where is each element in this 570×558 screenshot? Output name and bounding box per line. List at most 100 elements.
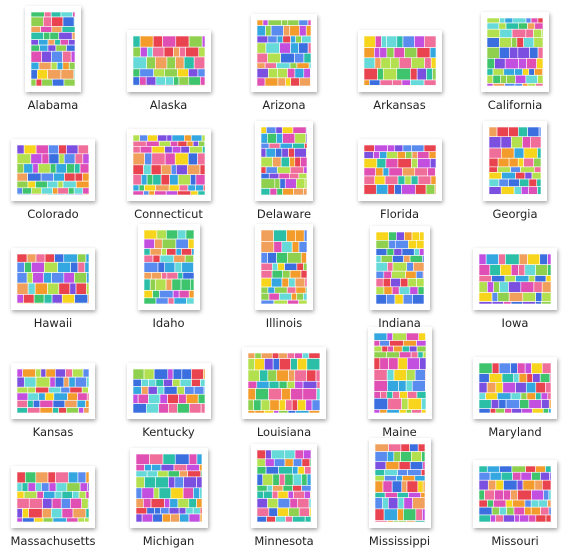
state-tile[interactable]: Massachusetts: [0, 442, 110, 551]
state-tile[interactable]: Colorado: [0, 115, 110, 224]
state-map: [247, 352, 321, 414]
county: [187, 152, 198, 166]
county: [387, 240, 396, 249]
county: [530, 499, 540, 508]
county: [87, 498, 90, 509]
county: [132, 164, 144, 176]
county: [505, 399, 520, 409]
county: [23, 294, 35, 304]
county: [387, 443, 401, 452]
county: [86, 302, 90, 305]
county: [82, 193, 90, 196]
county: [535, 292, 543, 302]
county: [256, 490, 264, 499]
state-tile[interactable]: Arizona: [227, 6, 341, 115]
state-tile[interactable]: Florida: [343, 115, 457, 224]
county: [304, 277, 308, 288]
state-tile[interactable]: Maryland: [458, 333, 570, 442]
state-label: Idaho: [152, 316, 185, 330]
county: [47, 471, 56, 484]
county: [87, 482, 90, 492]
state-tile[interactable]: California: [458, 6, 570, 115]
state-tile[interactable]: Idaho: [112, 224, 226, 333]
county: [417, 443, 425, 452]
state-tile[interactable]: Maine: [343, 327, 457, 442]
county: [81, 498, 89, 509]
county: [141, 487, 154, 500]
state-tile[interactable]: Alabama: [0, 6, 110, 115]
county: [522, 68, 530, 76]
county: [186, 140, 193, 147]
county: [493, 499, 507, 508]
state-tile[interactable]: Michigan: [112, 442, 226, 551]
county: [186, 470, 201, 478]
county: [23, 144, 37, 155]
state-tile[interactable]: Illinois: [227, 224, 341, 333]
county: [528, 514, 537, 523]
county: [503, 479, 518, 491]
county: [386, 397, 402, 410]
county: [478, 373, 490, 383]
state-tile[interactable]: Hawaii: [0, 224, 110, 333]
state-tile[interactable]: Minnesota: [227, 442, 341, 551]
state-tile[interactable]: Indiana: [343, 224, 457, 333]
county: [146, 134, 158, 142]
county: [189, 174, 196, 186]
state-tile[interactable]: Kentucky: [112, 333, 226, 442]
county: [277, 68, 288, 79]
state-tile[interactable]: Missouri: [458, 442, 570, 551]
county: [549, 471, 552, 481]
state-tile[interactable]: Arkansas: [343, 6, 457, 115]
county: [185, 297, 194, 305]
state-map: [132, 368, 205, 414]
county: [286, 286, 297, 294]
county: [147, 393, 160, 404]
county: [48, 386, 62, 394]
state-tile[interactable]: Iowa: [458, 224, 570, 333]
county: [499, 17, 506, 24]
county: [150, 464, 161, 472]
state-tile[interactable]: Kansas: [0, 333, 110, 442]
county: [386, 144, 395, 153]
county: [403, 497, 413, 510]
county: [150, 272, 162, 280]
county: [58, 144, 67, 155]
thumbnail: [126, 129, 211, 201]
county: [63, 153, 76, 165]
county: [132, 146, 141, 154]
county: [61, 491, 73, 499]
county: [310, 68, 312, 79]
county: [260, 142, 270, 149]
county: [417, 286, 424, 295]
state-tile[interactable]: Louisiana: [227, 333, 341, 442]
county: [308, 498, 312, 509]
state-tile[interactable]: Connecticut: [112, 115, 226, 224]
county: [488, 178, 500, 187]
county: [256, 52, 268, 64]
county: [517, 157, 524, 168]
county: [292, 516, 306, 523]
county: [374, 443, 389, 452]
county: [547, 253, 552, 265]
county: [496, 126, 509, 138]
county: [425, 68, 433, 81]
county: [166, 56, 176, 70]
county: [294, 277, 306, 288]
county: [259, 369, 269, 382]
county: [52, 407, 60, 414]
county: [73, 16, 76, 27]
state-tile[interactable]: Alaska: [112, 6, 226, 115]
county: [53, 172, 65, 182]
county: [363, 47, 375, 59]
county: [29, 302, 44, 305]
county: [489, 471, 502, 481]
state-tile[interactable]: Mississippi: [343, 438, 457, 551]
county: [430, 175, 436, 185]
state-tile[interactable]: Georgia: [458, 115, 570, 224]
county: [160, 248, 167, 256]
county: [192, 487, 200, 500]
county: [142, 190, 149, 196]
county: [269, 399, 280, 411]
county: [16, 172, 28, 182]
state-tile[interactable]: Delaware: [227, 115, 341, 224]
